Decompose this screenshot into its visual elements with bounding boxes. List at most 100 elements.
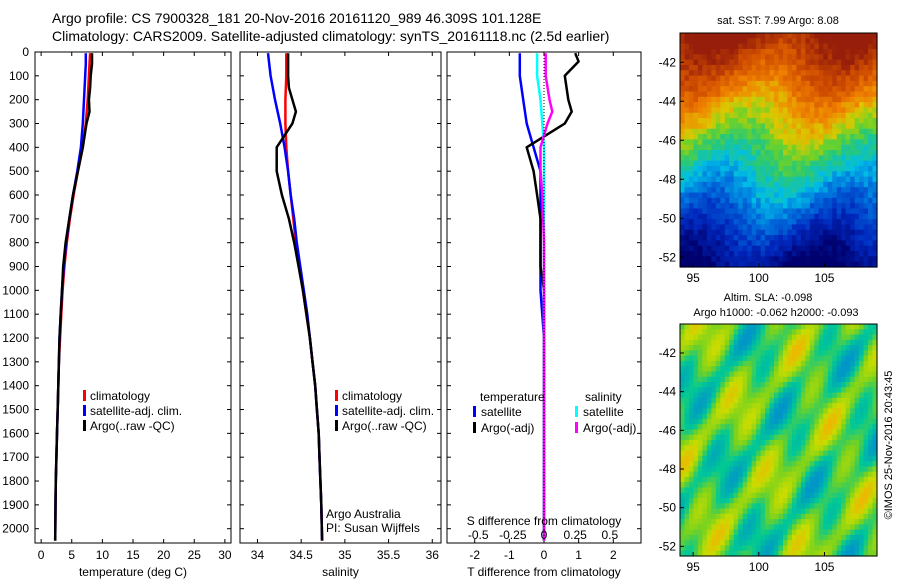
map-cell: [706, 33, 712, 39]
map-cell: [697, 261, 703, 268]
map-cell: [720, 48, 726, 55]
map-cell: [787, 492, 793, 499]
map-cell: [769, 91, 775, 98]
legend-swatch: [335, 420, 338, 431]
map-cell: [868, 366, 874, 373]
map-cell: [720, 545, 726, 552]
map-cell: [850, 508, 856, 515]
map-cell: [715, 181, 721, 188]
map-cell: [715, 261, 721, 268]
map-cell: [769, 123, 775, 130]
map-cell: [859, 208, 865, 215]
map-cell: [693, 371, 699, 378]
map-cell: [733, 107, 739, 114]
map-cell: [836, 334, 842, 341]
map-cell: [693, 524, 699, 531]
depth-tick-label: 1600: [2, 426, 29, 440]
map-cell: [680, 251, 686, 257]
map-cell: [823, 324, 829, 330]
map-cell: [697, 256, 703, 263]
map-cell: [742, 392, 748, 399]
map-cell: [805, 38, 811, 45]
map-cell: [742, 492, 748, 499]
map-cell: [680, 128, 686, 135]
map-cell: [738, 450, 744, 457]
map-cell: [863, 534, 869, 541]
map-cell: [751, 445, 757, 452]
map-cell: [872, 155, 878, 162]
map-cell: [859, 397, 865, 404]
map-cell: [827, 64, 833, 71]
map-cell: [868, 86, 874, 93]
map-cell: [791, 118, 798, 125]
map-cell: [836, 64, 842, 71]
map-cell: [818, 550, 824, 557]
map-cell: [742, 123, 748, 130]
map-cell: [841, 251, 847, 257]
map-cell: [796, 176, 802, 183]
map-cell: [809, 482, 815, 489]
map-cell: [796, 150, 802, 156]
map-cell: [872, 176, 878, 183]
map-cell: [774, 324, 780, 330]
map-y-tick-label: -48: [659, 462, 677, 476]
map-cell: [738, 382, 744, 388]
map-cell: [818, 213, 824, 220]
map-cell: [742, 339, 748, 346]
map-cell: [845, 80, 851, 87]
map-cell: [680, 482, 686, 489]
map-cell: [791, 59, 798, 66]
map-cell: [872, 261, 878, 268]
map-cell: [720, 413, 726, 420]
map-cell: [841, 208, 847, 215]
map-cell: [796, 245, 802, 252]
map-cell: [850, 408, 856, 415]
map-cell: [850, 187, 856, 194]
map-cell: [791, 329, 798, 336]
map-cell: [738, 371, 744, 378]
map-cell: [872, 80, 878, 87]
map-cell: [782, 418, 789, 425]
map-cell: [832, 203, 838, 210]
map-cell: [809, 59, 815, 66]
map-cell: [845, 355, 851, 362]
map-cell: [809, 403, 815, 409]
map-cell: [796, 219, 802, 226]
map-cell: [814, 123, 820, 130]
map-cell: [782, 208, 789, 215]
map-cell: [868, 550, 874, 557]
map-cell: [809, 208, 815, 215]
map-cell: [774, 235, 780, 242]
map-cell: [845, 150, 851, 156]
map-cell: [872, 187, 878, 194]
x-tick-label: 34: [251, 548, 265, 562]
map-cell: [693, 245, 699, 252]
map-cell: [800, 503, 806, 510]
map-cell: [742, 461, 748, 467]
map-cell: [868, 413, 874, 420]
map-cell: [823, 102, 829, 109]
map-cell: [724, 75, 730, 82]
map-cell: [800, 54, 806, 61]
map-cell: [818, 471, 824, 478]
map-cell: [702, 165, 708, 172]
map-cell: [747, 160, 753, 167]
map-cell: [827, 96, 833, 103]
map-cell: [706, 403, 712, 409]
map-cell: [859, 160, 865, 167]
map-cell: [756, 324, 762, 330]
map-cell: [715, 197, 721, 204]
map-cell: [850, 75, 856, 82]
map-cell: [738, 59, 744, 66]
map-cell: [791, 461, 798, 467]
map-cell: [724, 366, 730, 373]
map-cell: [747, 339, 753, 346]
map-cell: [747, 203, 753, 210]
map-cell: [733, 192, 739, 199]
map-cell: [715, 466, 721, 473]
map-cell: [774, 418, 780, 425]
map-cell: [841, 413, 847, 420]
map-cell: [787, 197, 793, 204]
map-cell: [805, 498, 811, 504]
map-cell: [827, 440, 833, 446]
